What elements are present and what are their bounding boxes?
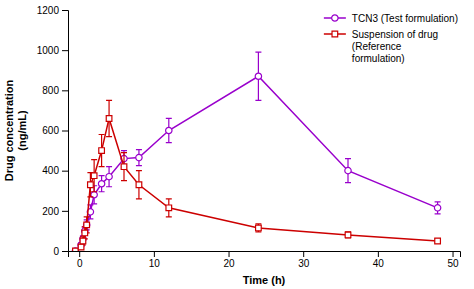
series — [72, 100, 440, 251]
error-bar — [121, 153, 127, 181]
tick: 30 — [298, 251, 310, 269]
marker — [98, 181, 104, 187]
error-bar — [136, 171, 142, 199]
error-bar — [345, 232, 351, 238]
tick: 400 — [42, 165, 68, 176]
axis-line — [62, 11, 69, 252]
marker — [73, 248, 79, 251]
marker — [166, 205, 172, 211]
tick: 50 — [447, 251, 459, 269]
tick-mark — [62, 131, 68, 132]
legend: TCN3 (Test formulation) Suspension of dru… — [324, 13, 458, 64]
marker — [166, 127, 172, 133]
error-bar — [106, 100, 112, 136]
marker — [80, 238, 86, 244]
tick: 1000 — [37, 45, 68, 56]
error-bar — [345, 159, 351, 183]
marker — [136, 182, 142, 188]
tick-label: 400 — [42, 165, 59, 176]
tick-label: 20 — [223, 258, 235, 269]
tick: 0 — [77, 251, 83, 269]
tick-label: 800 — [42, 85, 59, 96]
tick: 600 — [42, 125, 68, 136]
tick-mark — [62, 171, 68, 172]
tick-mark — [62, 90, 68, 91]
x-axis: 0 10 20 30 40 50 — [69, 251, 461, 269]
series — [72, 52, 441, 251]
error-bar — [80, 237, 86, 245]
marker — [84, 222, 90, 228]
tick-mark — [229, 251, 230, 257]
tick-mark — [79, 251, 80, 257]
tick-mark — [378, 251, 379, 257]
tick-label: 50 — [447, 258, 459, 269]
legend-marker — [332, 15, 338, 21]
tick-label: 200 — [42, 206, 59, 217]
marker — [435, 238, 441, 244]
marker — [91, 173, 97, 179]
error-bar — [255, 52, 261, 100]
legend-label: TCN3 (Test formulation) — [352, 13, 458, 24]
marker — [345, 232, 351, 238]
tick-label: 40 — [373, 258, 385, 269]
marker — [345, 167, 351, 173]
plot-area — [72, 52, 441, 251]
tick-label: 0 — [77, 258, 83, 269]
error-bar — [435, 239, 441, 243]
error-bar — [78, 245, 84, 249]
marker — [88, 182, 94, 188]
legend-marker — [332, 31, 338, 37]
error-bar — [99, 135, 105, 167]
tick-label: 10 — [149, 258, 161, 269]
tick-label: 1200 — [37, 5, 60, 16]
line — [75, 76, 437, 251]
chart: 0 10 20 30 40 50 0 200 400 600 800 1000 1200 Time (h)… — [0, 0, 474, 289]
tick-label: 0 — [53, 246, 59, 257]
tick: 200 — [42, 206, 68, 217]
tick: 800 — [42, 85, 68, 96]
line — [75, 118, 437, 251]
marker — [136, 154, 142, 160]
error-bar — [136, 150, 142, 166]
tick-label: 30 — [298, 258, 310, 269]
tick-mark — [154, 251, 155, 257]
tick: 20 — [223, 251, 235, 269]
tick: 40 — [373, 251, 385, 269]
error-bar — [99, 176, 105, 192]
error-bar — [166, 199, 172, 217]
error-bar — [106, 167, 112, 187]
y-axis-title: Drug concentration(ng/mL) — [3, 79, 28, 181]
tick-mark — [303, 251, 304, 257]
tick-mark — [62, 211, 68, 212]
error-bar — [435, 202, 441, 214]
error-bar — [255, 224, 261, 232]
legend-entry: Suspension of drug(Referenceformulation) — [324, 29, 438, 64]
marker — [255, 73, 261, 79]
legend-label: Suspension of drug(Referenceformulation) — [352, 29, 438, 64]
tick-label: 1000 — [37, 45, 60, 56]
marker — [83, 222, 89, 228]
marker — [99, 148, 105, 154]
legend-entry: TCN3 (Test formulation) — [324, 13, 458, 24]
marker — [434, 205, 440, 211]
x-axis-title: Time (h) — [243, 274, 286, 286]
error-bar — [166, 118, 172, 142]
tick-mark — [62, 251, 68, 252]
y-axis: 0 200 400 600 800 1000 1200 — [37, 5, 69, 257]
tick: 0 — [53, 246, 68, 257]
tick-mark — [453, 251, 454, 257]
marker — [256, 225, 262, 231]
marker — [78, 244, 84, 250]
tick-mark — [62, 10, 68, 11]
marker — [121, 164, 127, 170]
tick-mark — [62, 50, 68, 51]
marker — [106, 116, 112, 122]
tick: 1200 — [37, 5, 68, 16]
marker — [82, 230, 88, 236]
axis-line — [69, 252, 461, 258]
tick-label: 600 — [42, 125, 59, 136]
tick: 10 — [149, 251, 161, 269]
marker — [106, 173, 112, 179]
